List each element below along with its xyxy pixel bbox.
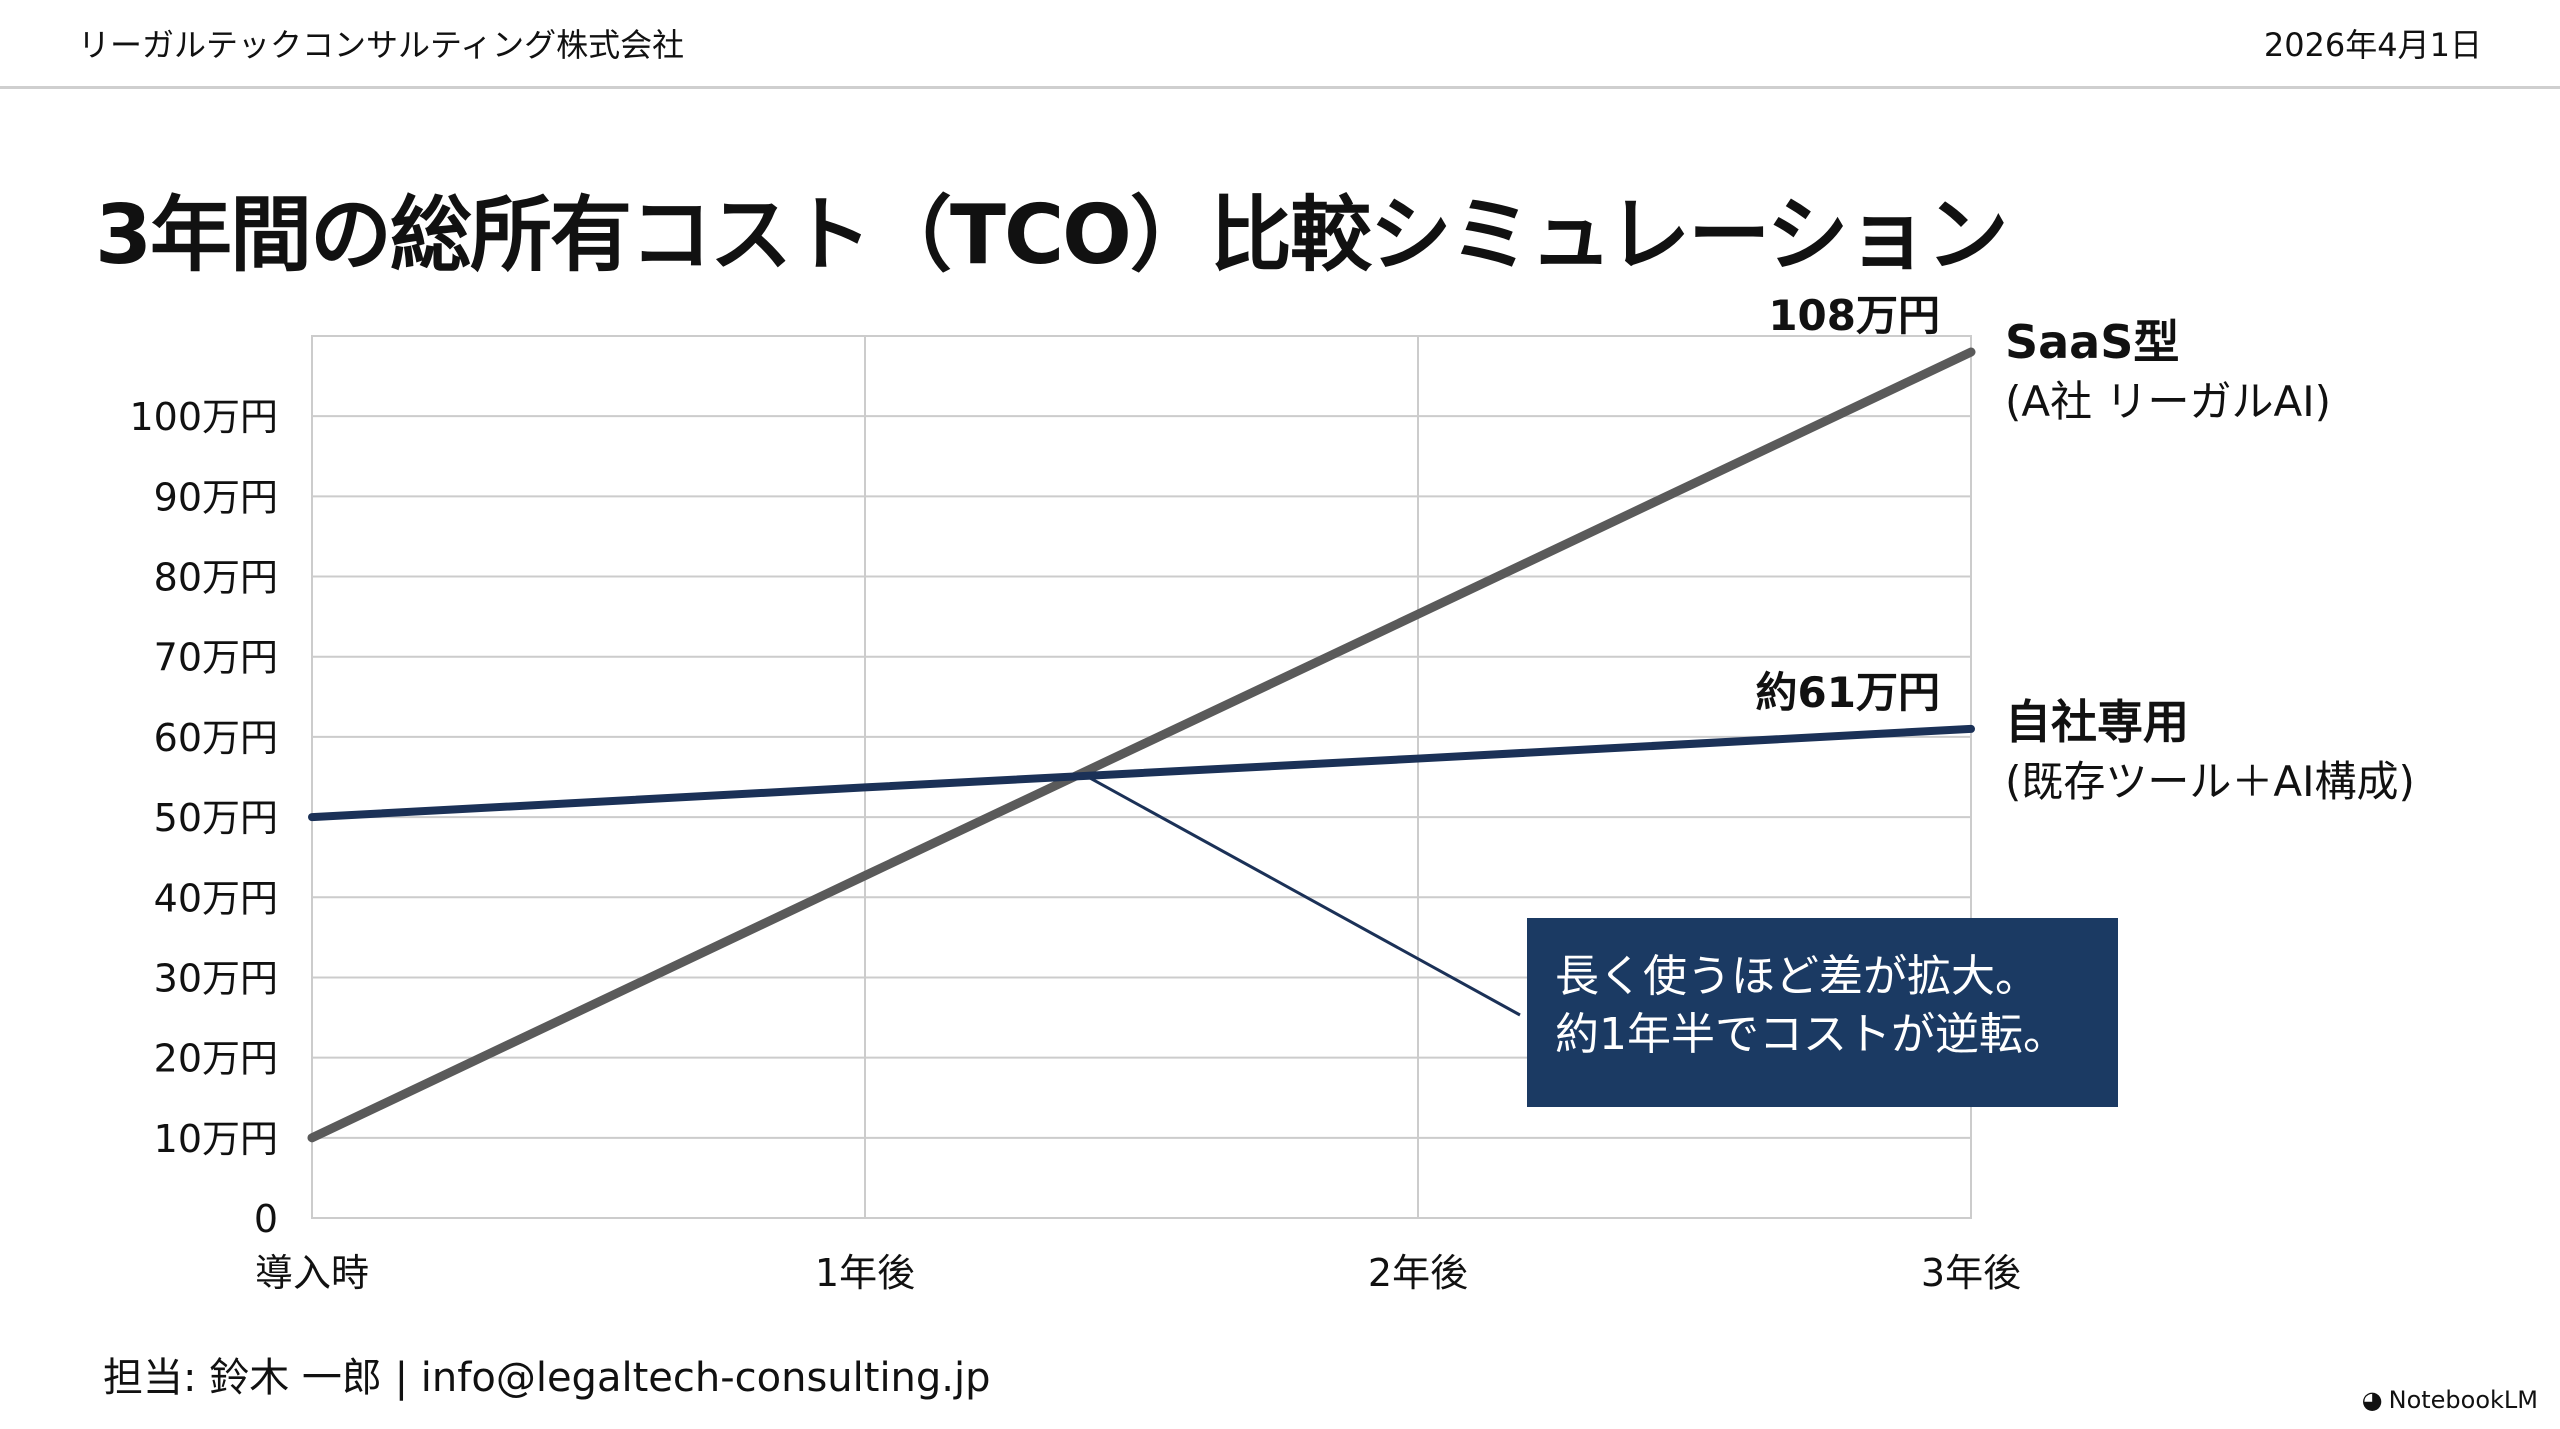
y-tick-label: 90万円 — [154, 475, 278, 519]
page-title: 3年間の総所有コスト（TCO）比較シミュレーション — [95, 188, 2009, 283]
contact-info: 担当: 鈴木 一郎 | info@legaltech-consulting.jp — [103, 1355, 991, 1401]
y-tick-label: 30万円 — [154, 956, 278, 1000]
y-tick-label: 100万円 — [129, 395, 278, 439]
annotation-connector — [1085, 774, 1521, 1017]
annotation-line-1: 長く使うほど差が拡大。 — [1555, 951, 2039, 1002]
y-tick-label: 80万円 — [154, 556, 278, 600]
company-name: リーガルテックコンサルティング株式会社 — [78, 26, 685, 64]
y-tick-label: 40万円 — [154, 876, 278, 920]
brand-label: NotebookLM — [2388, 1386, 2538, 1414]
notebooklm-icon: ◕ — [2361, 1386, 2383, 1414]
series-subname-label: (既存ツール＋AI構成) — [2005, 757, 2415, 806]
y-tick-label: 20万円 — [154, 1037, 278, 1081]
y-tick-label: 50万円 — [154, 796, 278, 840]
end-value-label: 約61万円 — [1756, 668, 1940, 717]
annotation-callout: 長く使うほど差が拡大。 約1年半でコストが逆転。 — [1527, 918, 2118, 1107]
series-line-saas — [307, 347, 1976, 1143]
x-tick-label: 導入時 — [255, 1251, 369, 1295]
series-name-label: SaaS型 — [2005, 315, 2179, 369]
notebooklm-logo: ◕ NotebookLM — [2362, 1386, 2538, 1414]
end-value-label: 108万円 — [1768, 291, 1940, 340]
y-tick-label: 60万円 — [154, 716, 278, 760]
series-line-inhouse — [308, 724, 1975, 822]
y-tick-label: 10万円 — [154, 1117, 278, 1161]
annotation-line-2: 約1年半でコストが逆転。 — [1555, 1009, 2067, 1060]
y-tick-label: 70万円 — [154, 636, 278, 680]
series-subname-label: (A社 リーガルAI) — [2005, 377, 2331, 426]
x-tick-label: 1年後 — [815, 1251, 915, 1295]
x-tick-label: 3年後 — [1921, 1251, 2021, 1295]
header-divider — [0, 86, 2560, 89]
series-name-label: 自社専用 — [2005, 695, 2189, 749]
x-tick-label: 2年後 — [1368, 1251, 1468, 1295]
y-tick-label: 0 — [254, 1197, 278, 1241]
date: 2026年4月1日 — [2263, 26, 2482, 64]
